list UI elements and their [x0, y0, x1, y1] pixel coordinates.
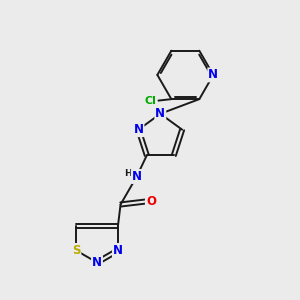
Text: N: N — [208, 68, 218, 81]
Text: Cl: Cl — [145, 96, 157, 106]
Text: N: N — [134, 123, 143, 136]
Text: S: S — [72, 244, 80, 257]
Text: H: H — [124, 169, 132, 178]
Text: O: O — [146, 195, 156, 208]
Text: N: N — [113, 244, 123, 257]
Text: N: N — [132, 170, 142, 183]
Text: N: N — [92, 256, 102, 269]
Text: N: N — [155, 107, 165, 120]
